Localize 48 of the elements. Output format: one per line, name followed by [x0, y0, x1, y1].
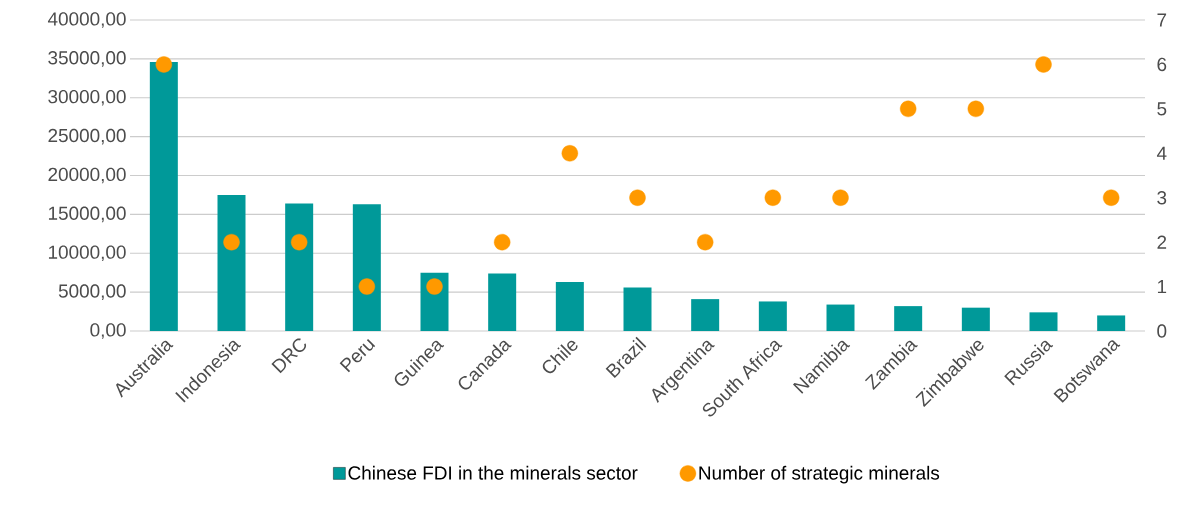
- y-tick-label: 10000,00: [48, 245, 126, 262]
- y-tick-label: 5000,00: [58, 284, 126, 300]
- y2-tick-label: 1: [1157, 280, 1167, 294]
- bar: [1029, 312, 1058, 331]
- point: [1035, 56, 1052, 73]
- bar: [758, 301, 787, 331]
- point: [290, 233, 308, 251]
- point: [155, 56, 173, 73]
- bar: [1097, 315, 1126, 331]
- y-tick-label: 25000,00: [48, 128, 126, 145]
- y-tick-label: 40000,00: [47, 12, 126, 28]
- point: [764, 189, 782, 206]
- y2-tick-label: 3: [1157, 191, 1167, 205]
- legend-label: Chinese FDI in the minerals sector: [348, 465, 638, 480]
- point: [832, 189, 849, 206]
- y2-tick-label: 5: [1157, 102, 1167, 116]
- y2-tick-label: 2: [1157, 235, 1167, 249]
- y-tick-label: 0,00: [90, 323, 126, 339]
- point: [1102, 189, 1120, 206]
- point: [358, 278, 376, 295]
- y2-tick-label: 7: [1157, 13, 1167, 27]
- bar: [691, 299, 720, 331]
- point: [899, 100, 917, 118]
- bar: [894, 306, 923, 331]
- bar: [217, 194, 246, 331]
- bar: [826, 304, 855, 331]
- bar: [623, 287, 652, 331]
- bar: [352, 204, 381, 331]
- bar: [149, 61, 178, 331]
- y-tick-label: 35000,00: [48, 51, 126, 67]
- point: [223, 233, 240, 251]
- y2-tick-label: 4: [1156, 146, 1167, 160]
- bar: [488, 273, 517, 331]
- y2-tick-label: 0: [1157, 324, 1167, 338]
- point: [426, 278, 443, 295]
- y-tick-label: 30000,00: [48, 89, 126, 106]
- y-tick-label: 15000,00: [48, 206, 126, 223]
- point: [561, 145, 579, 162]
- bar: [285, 203, 314, 331]
- y2-tick-label: 6: [1157, 57, 1167, 72]
- point: [696, 233, 714, 251]
- bar: [961, 307, 990, 331]
- point: [967, 100, 985, 118]
- point: [629, 189, 646, 206]
- y-tick-label: 20000,00: [48, 167, 126, 184]
- legend-label: Number of strategic minerals: [699, 465, 940, 484]
- point: [493, 233, 511, 251]
- bar: [555, 282, 584, 331]
